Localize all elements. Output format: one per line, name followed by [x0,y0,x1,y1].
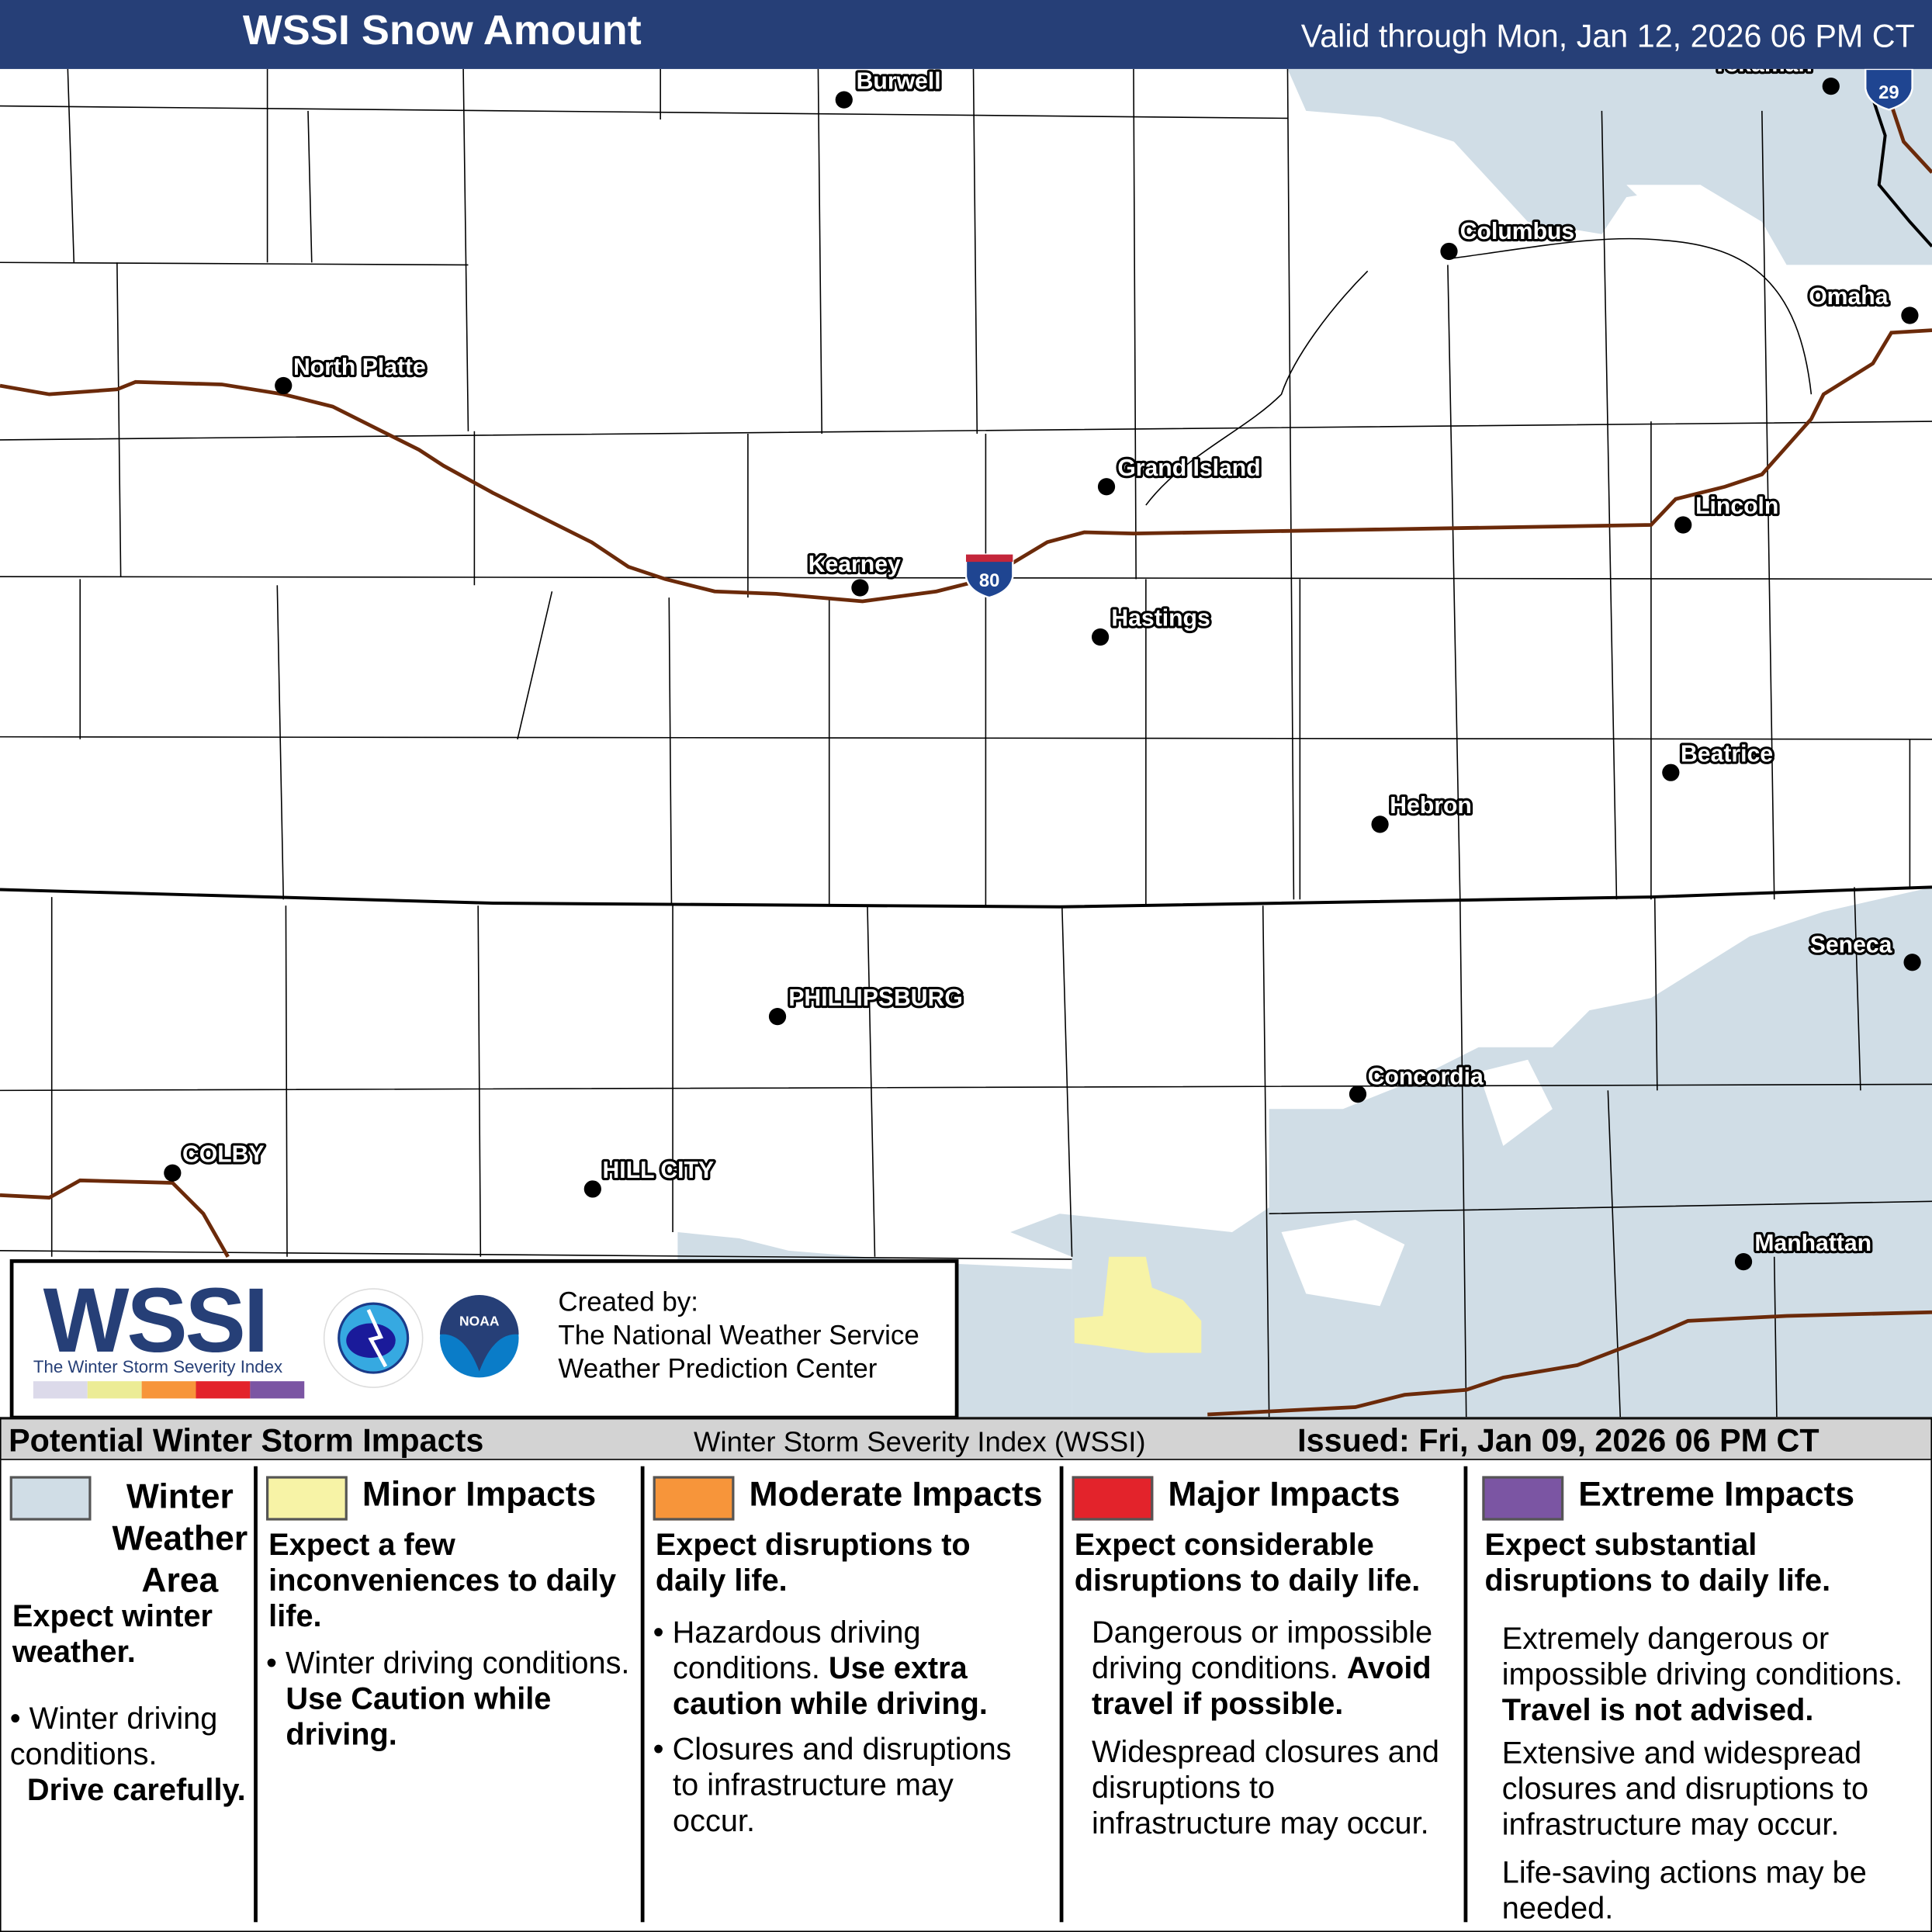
snow-gaps [1281,185,1750,1307]
nws-logo-icon [323,1288,424,1388]
bullet: Dangerous or impossible driving conditio… [1091,1615,1433,1686]
legend-major-impacts: Major Impacts Expect considerable disrup… [1072,1461,1460,1924]
bullet: Winter driving conditions. [9,1702,218,1772]
swatch [9,1476,92,1521]
legend-moderate-impacts: Moderate Impacts Expect disruptions to d… [653,1474,1043,1839]
category-summary: Expect substantial disruptions to daily … [1484,1528,1831,1598]
legend-minor-impacts: Minor Impacts Expect a few inconvenience… [266,1461,635,1924]
legend-extreme-impacts: Extreme Impacts Expect substantial disru… [1482,1461,1928,1927]
bullet: Extensive and widespread closures and di… [1501,1736,1869,1843]
city-dot [1349,1085,1367,1103]
interstate-routes [0,104,1932,1417]
wssi-subtitle: The Winter Storm Severity Index [33,1356,283,1376]
city-label: Omaha [1809,284,1888,310]
city-label: COLBY [182,1141,265,1167]
state-boundary [0,885,1932,909]
city-label: Kearney [808,552,901,577]
city-dot [1674,516,1692,534]
category-title: Winter Weather Area [112,1477,248,1600]
city-label: Concordia [1368,1064,1484,1089]
valid-time: Valid through Mon, Jan 12, 2026 06 PM CT [1300,17,1915,54]
bullet: Winter driving conditions. [285,1646,630,1681]
credits-text: Created by: The National Weather Service… [558,1285,919,1385]
city-label: PHILLIPSBURG [788,985,963,1011]
bullet-emphasis: Use Caution while driving. [286,1681,552,1753]
city-dot [835,91,853,109]
wssi-color-bar [33,1381,305,1399]
minor-impacts-area [1074,1256,1202,1353]
bullet-emphasis: Use extra caution while driving. [673,1650,988,1722]
bullet-emphasis: Travel is not advised. [1501,1692,1814,1728]
svg-text:NOAA: NOAA [459,1314,500,1329]
bullet: Hazardous driving conditions. [672,1615,921,1686]
svg-text:29: 29 [1878,82,1899,103]
city-dot [1734,1253,1753,1271]
city-dot [851,579,869,597]
category-title: Minor Impacts [362,1474,597,1514]
interstate-80-shield: 80 [964,553,1014,599]
category-summary: Expect winter weather. [12,1599,213,1670]
bullet: Widespread closures and disruptions to i… [1091,1734,1439,1841]
noaa-logo-icon: NOAA [430,1289,529,1388]
map-title: WSSI Snow Amount [242,7,642,54]
city-label: HILL CITY [603,1158,715,1183]
map[interactable]: 80 29 Burwell Tekamah Columbus Omaha North P… [0,68,1932,1418]
city-label: Lincoln [1695,493,1778,519]
city-label: Manhattan [1754,1231,1871,1256]
city-label: Hastings [1111,606,1210,632]
city-dot [1440,242,1458,261]
bullet: Closures and disruptions to infrastructu… [672,1732,1012,1839]
city-dot [1091,628,1110,646]
city-dot [275,376,293,395]
city-dot [768,1007,787,1026]
credits-box: WSSI The Winter Storm Severity Index NOA… [9,1259,959,1420]
issued-time: Issued: Fri, Jan 09, 2026 06 PM CT [1297,1421,1819,1459]
svg-text:80: 80 [979,570,1000,591]
winter-weather-area [677,68,1932,1418]
index-name: Winter Storm Severity Index (WSSI) [694,1425,1146,1458]
city-label: Columbus [1460,219,1574,244]
created-by-label: Created by: [558,1286,698,1317]
org-nws: The National Weather Service [558,1319,919,1351]
category-title: Extreme Impacts [1578,1474,1855,1514]
city-label: Grand Island [1117,455,1260,481]
city-dot [583,1180,601,1198]
legend-frame [0,1417,1932,1932]
city-dot [1662,763,1680,781]
city-dot [1903,954,1921,971]
city-label: Seneca [1810,933,1892,958]
legend-header: Potential Winter Storm Impacts Winter St… [0,1418,1932,1460]
category-summary: Expect disruptions to daily life. [655,1528,971,1598]
interstate-29-shield: 29 [1864,68,1913,111]
wssi-logo: WSSI [43,1269,269,1372]
bullet: Life-saving actions may be needed. [1501,1855,1867,1927]
city-label: Tekamah [1712,69,1813,77]
category-title: Major Impacts [1168,1474,1401,1514]
state-boundary-river [1871,98,1932,248]
city-dot [1097,478,1116,496]
bullet: Extremely dangerous or impossible drivin… [1501,1621,1903,1692]
title-bar: WSSI Snow Amount Valid through Mon, Jan … [0,0,1932,69]
legend-winter-weather-area: Winter Weather Area Expect winter weathe… [9,1461,251,1924]
bullet-emphasis: Drive carefully. [26,1773,246,1808]
city-dot [1371,815,1389,833]
city-label: Hebron [1390,793,1472,819]
city-label: Burwell [857,69,941,94]
legend-heading: Potential Winter Storm Impacts [9,1421,484,1459]
org-wpc: Weather Prediction Center [558,1352,878,1384]
category-summary: Expect considerable disruptions to daily… [1074,1528,1421,1598]
agency-logos: NOAA [323,1288,529,1388]
city-dot [1901,306,1919,324]
city-dot [1822,78,1840,95]
city-label: North Platte [293,355,426,380]
city-label: Beatrice [1681,741,1773,767]
category-title: Moderate Impacts [749,1474,1043,1514]
bullet-emphasis: Avoid travel if possible. [1091,1650,1432,1722]
city-dot [164,1164,182,1182]
category-summary: Expect a few inconveniences to daily lif… [268,1528,617,1634]
